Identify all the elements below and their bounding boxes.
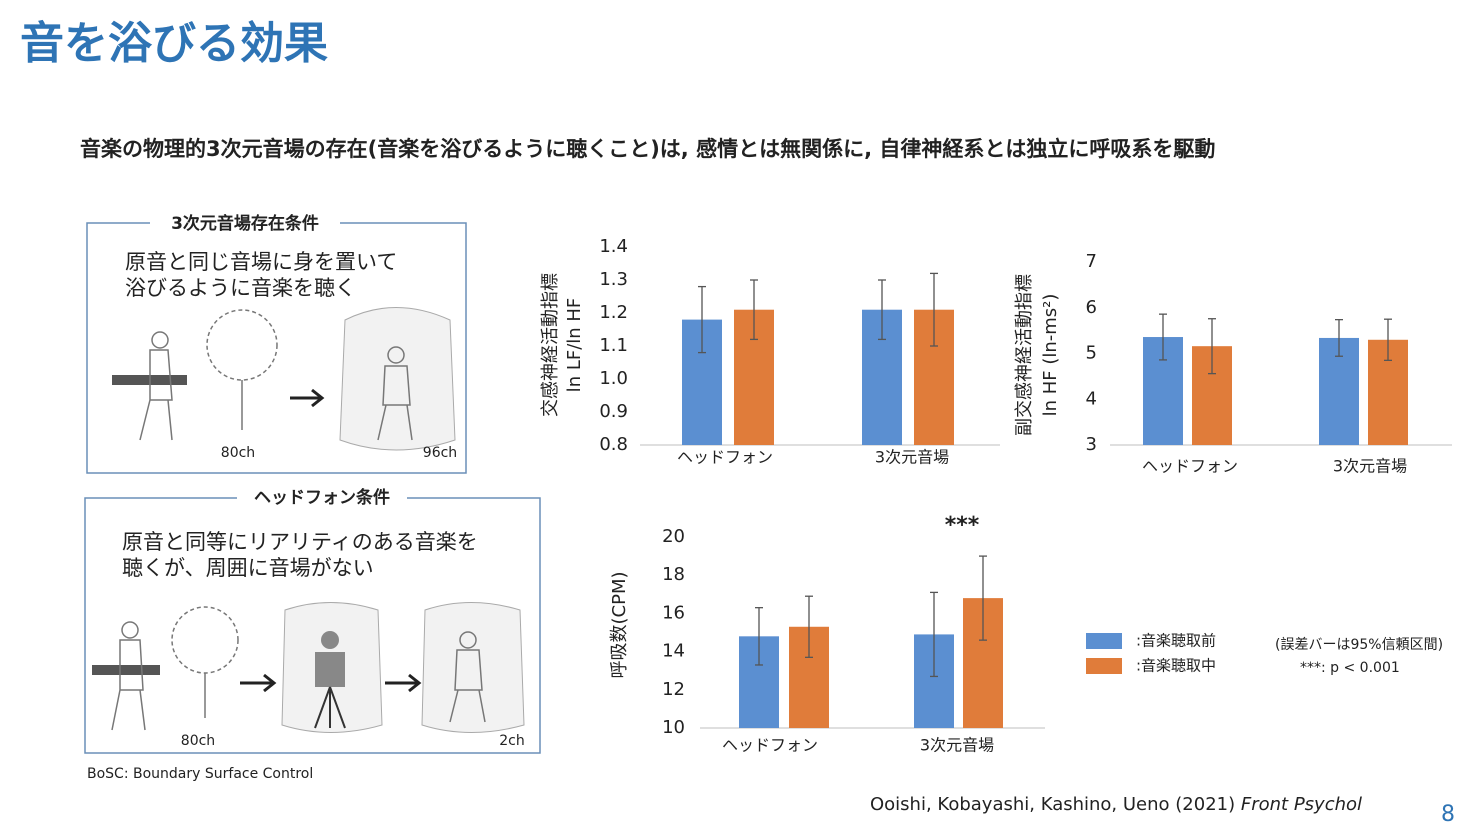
citation: Ooishi, Kobayashi, Kashino, Ueno (2021) … — [870, 794, 1362, 815]
y-tick-label: 14 — [662, 641, 685, 662]
error-bar — [930, 591, 938, 678]
citation-journal: Front Psychol — [1241, 794, 1362, 815]
panel-label: ヘッドフォン条件 — [254, 487, 390, 508]
panel-text: 原音と同じ音場に身を置いて — [125, 250, 397, 274]
channel-label: 96ch — [423, 445, 457, 461]
y-tick-label: 7 — [1086, 251, 1097, 272]
y-tick-label: 4 — [1086, 388, 1097, 409]
illustration — [92, 602, 525, 733]
footnote: BoSC: Boundary Surface Control — [87, 766, 313, 782]
channel-label: 2ch — [499, 733, 524, 749]
y-tick-label: 16 — [662, 602, 685, 623]
y-tick-label: 3 — [1086, 434, 1097, 455]
y-axis-label: ln HF (ln-ms²) — [1040, 294, 1061, 417]
y-tick-label: 1.1 — [599, 335, 628, 356]
error-bar — [878, 279, 886, 341]
subtitle: 音楽の物理的3次元音場の存在(音楽を浴びるように聴くこと)は, 感情とは無関係に… — [80, 137, 1215, 161]
slide-title: 音を浴びる効果 — [20, 18, 328, 69]
y-tick-label: 1.0 — [599, 368, 628, 389]
note: ***: p < 0.001 — [1300, 660, 1400, 676]
panel-label-bg — [150, 212, 340, 234]
panel-label-bg — [237, 487, 407, 509]
channel-label: 80ch — [181, 733, 215, 749]
error-bar — [805, 595, 813, 658]
illustration — [112, 307, 456, 451]
x-tick-label: ヘッドフォン — [677, 448, 773, 467]
x-tick-label: 3次元音場 — [920, 736, 994, 755]
y-tick-label: 6 — [1086, 297, 1097, 318]
note: (誤差バーは95%信頼区間) — [1275, 637, 1443, 653]
y-tick-label: 10 — [662, 717, 685, 738]
error-bar — [930, 272, 938, 347]
channel-label: 80ch — [221, 445, 255, 461]
y-tick-label: 18 — [662, 564, 685, 585]
y-tick-label: 1.3 — [599, 269, 628, 290]
panel-text: 聴くが、周囲に音場がない — [122, 556, 374, 580]
panel-label: 3次元音場存在条件 — [171, 213, 319, 234]
error-bar — [1384, 318, 1392, 362]
error-bar — [1335, 318, 1343, 357]
legend-swatch — [1086, 658, 1122, 674]
x-tick-label: ヘッドフォン — [1142, 457, 1238, 476]
error-bar — [750, 279, 758, 341]
y-tick-label: 1.2 — [599, 302, 628, 323]
error-bar — [979, 555, 987, 641]
x-tick-label: ヘッドフォン — [722, 736, 818, 755]
annotation: *** — [945, 513, 980, 538]
error-bar — [1159, 313, 1167, 361]
y-tick-label: 1.4 — [599, 236, 628, 257]
legend-swatch — [1086, 633, 1122, 649]
error-bar — [755, 607, 763, 666]
error-bar — [1208, 318, 1216, 375]
y-axis-label: 副交感神経活動指標 — [1014, 274, 1035, 436]
legend-label: :音楽聴取前 — [1136, 632, 1216, 650]
y-axis-label: 呼吸数(CPM) — [609, 572, 630, 679]
x-tick-label: 3次元音場 — [1333, 457, 1407, 476]
y-tick-label: 0.9 — [599, 401, 628, 422]
legend-label: :音楽聴取中 — [1136, 657, 1216, 675]
citation-authors: Ooishi, Kobayashi, Kashino, Ueno (2021) — [870, 794, 1235, 815]
panel-text: 原音と同等にリアリティのある音楽を — [122, 530, 478, 554]
error-bar — [698, 285, 706, 354]
y-tick-label: 12 — [662, 679, 685, 700]
y-tick-label: 0.8 — [599, 434, 628, 455]
y-axis-label: 交感神経活動指標 — [540, 273, 561, 417]
y-tick-label: 5 — [1086, 343, 1097, 364]
panel-text: 浴びるように音楽を聴く — [125, 276, 356, 300]
y-tick-label: 20 — [662, 526, 685, 547]
y-axis-label: ln LF/ln HF — [564, 298, 585, 393]
x-tick-label: 3次元音場 — [875, 448, 949, 467]
page-number: 8 — [1441, 802, 1455, 827]
